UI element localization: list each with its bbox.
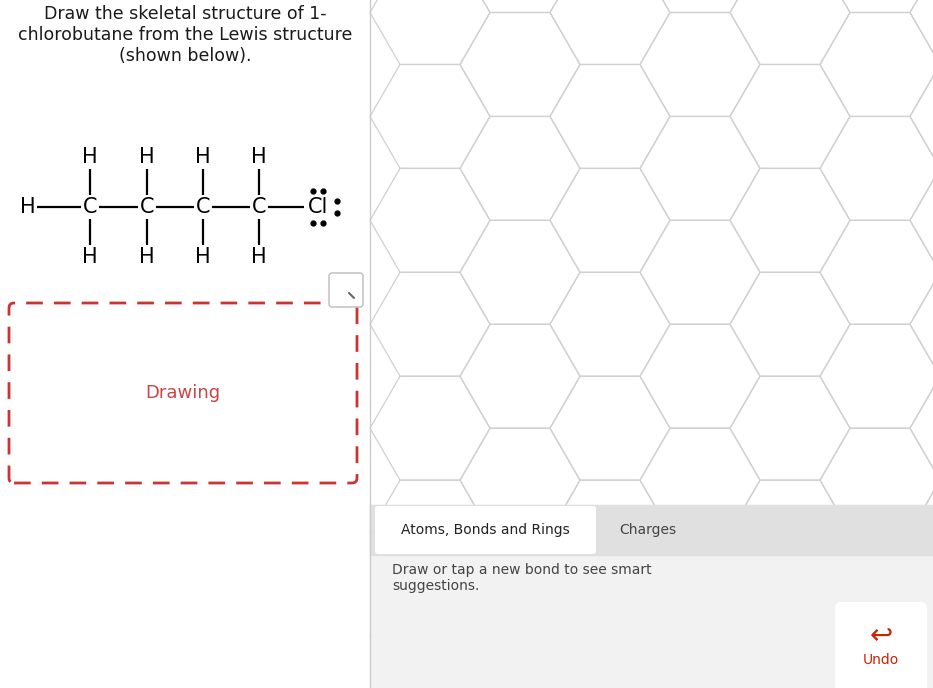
Bar — [370, 505, 933, 688]
Text: H: H — [82, 147, 98, 167]
Text: Drawing: Drawing — [146, 384, 220, 402]
Bar — [370, 0, 933, 688]
FancyBboxPatch shape — [375, 506, 596, 554]
Text: H: H — [139, 247, 155, 267]
Text: Atoms, Bonds and Rings: Atoms, Bonds and Rings — [401, 523, 570, 537]
Text: Draw the skeletal structure of 1-
chlorobutane from the Lewis structure
(shown b: Draw the skeletal structure of 1- chloro… — [18, 5, 352, 65]
Text: Undo: Undo — [863, 653, 899, 667]
Text: H: H — [251, 147, 267, 167]
Text: H: H — [251, 247, 267, 267]
Text: Cl: Cl — [308, 197, 328, 217]
FancyBboxPatch shape — [9, 303, 357, 483]
Text: H: H — [82, 247, 98, 267]
Text: H: H — [195, 247, 211, 267]
FancyBboxPatch shape — [835, 602, 927, 686]
Bar — [370, 505, 933, 555]
Bar — [0, 0, 370, 688]
Text: Charges: Charges — [620, 523, 676, 537]
Text: C: C — [140, 197, 154, 217]
Text: H: H — [139, 147, 155, 167]
FancyBboxPatch shape — [329, 273, 363, 307]
Text: H: H — [195, 147, 211, 167]
Text: H: H — [21, 197, 35, 217]
Text: C: C — [196, 197, 210, 217]
Text: ↩: ↩ — [870, 621, 893, 649]
Text: C: C — [83, 197, 97, 217]
Text: C: C — [252, 197, 266, 217]
Text: Draw or tap a new bond to see smart
suggestions.: Draw or tap a new bond to see smart sugg… — [392, 563, 651, 593]
FancyBboxPatch shape — [835, 647, 927, 688]
